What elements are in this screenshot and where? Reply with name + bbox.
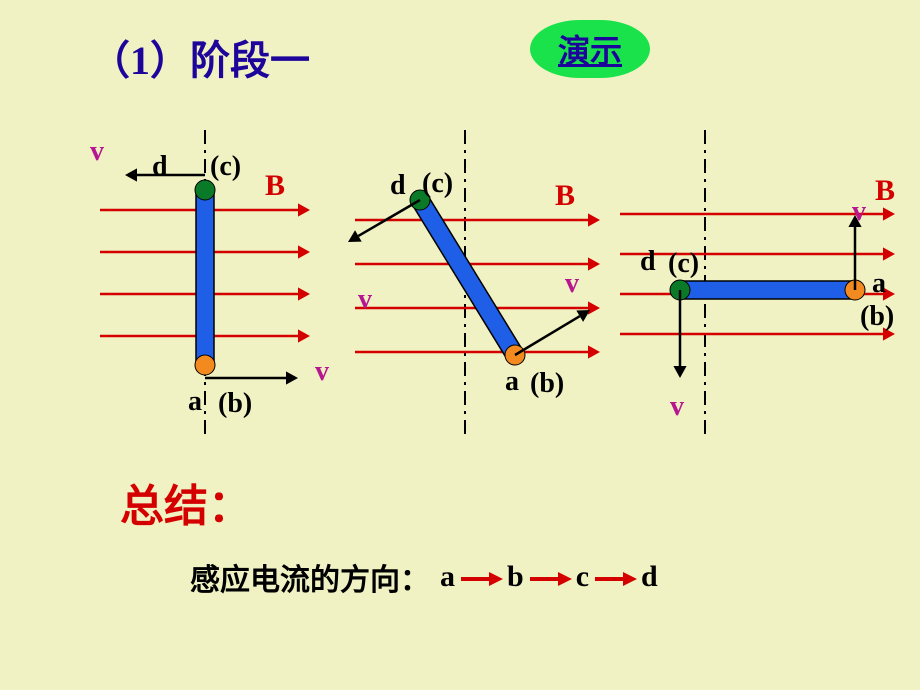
header-row: （1）阶段一 演示 [90, 28, 830, 86]
svg-text:v: v [852, 196, 866, 227]
svg-text:v: v [670, 391, 684, 422]
svg-text:d: d [640, 246, 656, 277]
svg-text:v: v [315, 356, 329, 387]
svg-text:(c): (c) [668, 248, 699, 279]
flow-node-label: b [507, 560, 524, 593]
svg-text:B: B [265, 169, 285, 202]
flow-node-label: d [641, 560, 658, 593]
flow-arrow-icon [528, 569, 572, 589]
section-title: （1）阶段一 [90, 28, 310, 86]
svg-text:(b): (b) [218, 388, 252, 419]
svg-text:v: v [565, 268, 579, 299]
svg-text:v: v [358, 284, 372, 315]
physics-diagram: Bv v d (c) a(b) [620, 120, 910, 440]
svg-text:d: d [152, 151, 168, 182]
svg-text:(b): (b) [530, 368, 564, 399]
svg-text:v: v [90, 136, 104, 167]
svg-text:(c): (c) [422, 168, 453, 199]
physics-diagram: Bv v d (c) a (b) [60, 120, 340, 440]
summary-label: 总结： [120, 470, 252, 534]
flow-node-label: c [576, 560, 589, 593]
svg-text:a: a [872, 268, 886, 299]
svg-text:(c): (c) [210, 151, 241, 182]
summary-prefix: 感应电流的方向： [190, 555, 430, 599]
svg-text:B: B [555, 179, 575, 212]
svg-text:d: d [390, 170, 406, 201]
flow-sequence: a b c d [436, 560, 662, 594]
demo-badge[interactable]: 演示 [530, 20, 650, 78]
svg-text:B: B [875, 174, 895, 207]
svg-text:(b): (b) [860, 301, 894, 332]
summary-text: 感应电流的方向： a b c d [190, 555, 662, 599]
svg-text:a: a [505, 366, 519, 397]
flow-arrow-icon [593, 569, 637, 589]
flow-arrow-icon [459, 569, 503, 589]
physics-diagram: Bv v d (c) a (b) [330, 120, 630, 440]
flow-node-label: a [440, 560, 455, 593]
svg-text:a: a [188, 386, 202, 417]
